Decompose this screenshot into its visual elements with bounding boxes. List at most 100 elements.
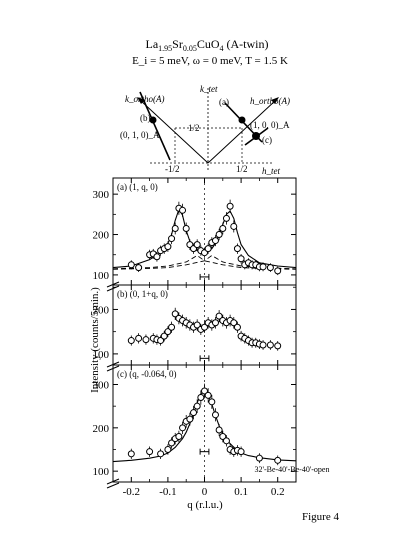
data-point bbox=[175, 433, 183, 440]
data-point bbox=[215, 231, 223, 239]
data-point bbox=[201, 323, 208, 331]
x-tick-label: -0.2 bbox=[123, 486, 140, 498]
half-neg-h-label: -1/2 bbox=[165, 164, 180, 174]
y-axis-label: Intensity (counts/5min.) bbox=[89, 287, 101, 393]
x-tick-label: 0.2 bbox=[271, 486, 285, 498]
data-point bbox=[222, 437, 230, 445]
axis-break bbox=[106, 482, 120, 489]
data-point bbox=[146, 448, 154, 456]
data-point bbox=[171, 224, 179, 232]
data-point bbox=[135, 264, 143, 272]
panels: 100 200 300 (a) (1, q, 0) 100 200 (b) (0, 1+q,… bbox=[93, 177, 297, 498]
y-tick-label: 300 bbox=[93, 189, 110, 201]
k-ortho-label: k_ortho(A) bbox=[125, 94, 165, 104]
y-tick-label: 300 bbox=[93, 380, 110, 392]
data-point bbox=[179, 206, 187, 214]
data-point bbox=[142, 336, 150, 344]
data-point bbox=[160, 332, 168, 340]
data-point bbox=[230, 319, 238, 327]
data-point bbox=[164, 328, 172, 336]
panel-label: (c) (q, -0.064, 0) bbox=[117, 369, 176, 379]
component-line bbox=[112, 254, 297, 270]
y-tick-label: 100 bbox=[93, 270, 110, 282]
half-h-label: 1/2 bbox=[236, 164, 248, 174]
bragg-point-100 bbox=[238, 116, 246, 124]
data-point bbox=[222, 214, 230, 222]
panel-label: (a) (1, q, 0) bbox=[117, 182, 158, 192]
collimation-label: 32'-Be-40'-Be-40'-open bbox=[255, 465, 330, 474]
data-point bbox=[164, 243, 172, 251]
data-point bbox=[215, 312, 223, 320]
data-point bbox=[233, 245, 241, 253]
h-ortho-axis bbox=[207, 99, 277, 164]
y-tick-label: 200 bbox=[93, 304, 110, 316]
data-point bbox=[274, 456, 282, 464]
data-point bbox=[208, 398, 216, 406]
data-point bbox=[127, 261, 135, 269]
data-point bbox=[135, 334, 143, 342]
k-tet-label: k_tet bbox=[200, 84, 218, 94]
h-tet-label: h_tet bbox=[262, 166, 280, 176]
point-010-label: (0, 1, 0)_A bbox=[120, 130, 160, 140]
point-100-label: (1, 0, 0)_A bbox=[250, 120, 290, 130]
axis-break bbox=[106, 478, 120, 485]
data-point bbox=[219, 224, 227, 232]
data-point bbox=[233, 323, 241, 331]
data-point bbox=[171, 310, 179, 318]
bragg-point-010 bbox=[149, 116, 157, 124]
y-tick-label: 100 bbox=[93, 349, 110, 361]
data-point bbox=[201, 387, 208, 395]
data-point bbox=[168, 439, 176, 447]
data-point bbox=[179, 424, 187, 432]
data-point bbox=[274, 342, 282, 350]
chart-subtitle: E_i = 5 meV, ω = 0 meV, T = 1.5 K bbox=[132, 55, 288, 67]
data-point bbox=[204, 245, 212, 253]
data-point bbox=[219, 433, 227, 440]
y-tick-label: 100 bbox=[93, 466, 110, 478]
x-tick-label: 0.1 bbox=[234, 486, 248, 498]
point-c-label: (c) bbox=[262, 135, 272, 145]
x-axis-label: q (r.l.u.) bbox=[187, 499, 223, 511]
data-point bbox=[259, 263, 267, 271]
data-point bbox=[266, 264, 274, 272]
peak-point bbox=[252, 132, 260, 140]
data-point bbox=[153, 253, 161, 261]
k-ortho-arrow-icon bbox=[137, 97, 145, 104]
data-point bbox=[211, 237, 219, 245]
data-point bbox=[211, 319, 219, 327]
data-point bbox=[274, 267, 282, 275]
data-point bbox=[168, 323, 176, 331]
figure-caption: Figure 4 bbox=[302, 511, 339, 523]
half-k-label: 1/2 bbox=[188, 123, 200, 133]
y-tick-label: 200 bbox=[93, 230, 110, 242]
h-ortho-arrow-icon bbox=[271, 97, 279, 104]
chart-title: La1.95Sr0.05CuO4 (A-twin) bbox=[146, 37, 269, 53]
k-ortho-axis bbox=[139, 99, 209, 164]
inset-diagram: k_ortho(A) h_ortho(A) k_tet h_tet 1/2 -1… bbox=[120, 84, 290, 176]
data-point bbox=[237, 255, 245, 263]
data-point bbox=[255, 454, 263, 462]
point-a-label: (a) bbox=[219, 97, 229, 107]
data-point bbox=[127, 450, 135, 458]
data-point bbox=[157, 337, 165, 345]
data-point bbox=[182, 224, 190, 232]
data-point bbox=[164, 446, 172, 453]
data-point bbox=[190, 409, 198, 417]
component-line bbox=[112, 254, 297, 270]
data-point bbox=[127, 337, 135, 345]
data-point bbox=[215, 426, 223, 434]
data-point bbox=[193, 241, 201, 249]
data-point bbox=[226, 202, 234, 210]
data-point bbox=[237, 448, 245, 456]
scan-line-b bbox=[139, 91, 171, 161]
data-point bbox=[230, 222, 238, 230]
data-point bbox=[193, 321, 201, 329]
data-point bbox=[266, 341, 274, 349]
data-point bbox=[197, 394, 205, 401]
data-point bbox=[157, 450, 165, 458]
data-point bbox=[168, 235, 176, 243]
data-point bbox=[204, 391, 212, 399]
x-tick-label: -0.1 bbox=[159, 486, 176, 498]
h-ortho-label: h_ortho(A) bbox=[250, 96, 290, 106]
